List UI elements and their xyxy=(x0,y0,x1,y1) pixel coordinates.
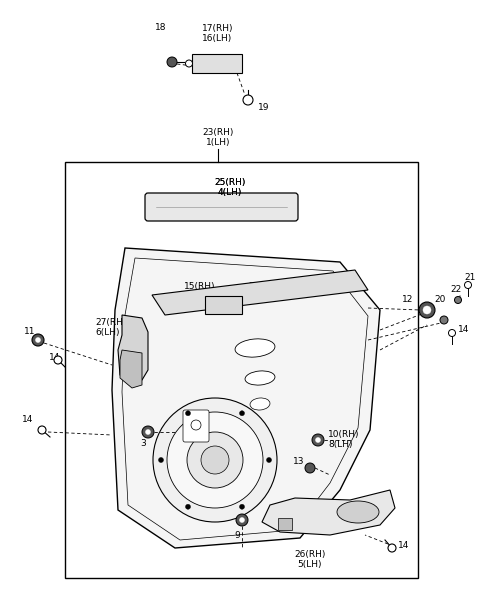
Circle shape xyxy=(305,463,315,473)
Circle shape xyxy=(185,410,191,416)
Text: 12: 12 xyxy=(402,294,413,304)
Text: 6(LH): 6(LH) xyxy=(95,328,120,337)
Circle shape xyxy=(266,457,272,463)
Text: 9: 9 xyxy=(234,531,240,540)
Text: 5(LH): 5(LH) xyxy=(298,561,322,570)
FancyBboxPatch shape xyxy=(145,193,298,221)
Circle shape xyxy=(185,60,192,67)
Circle shape xyxy=(153,398,277,522)
Circle shape xyxy=(388,544,396,552)
Text: 16(LH): 16(LH) xyxy=(202,34,232,43)
Circle shape xyxy=(36,338,40,343)
Text: 14: 14 xyxy=(398,540,409,549)
Text: 27(RH): 27(RH) xyxy=(95,317,126,326)
Circle shape xyxy=(465,281,471,288)
Circle shape xyxy=(167,412,263,508)
Text: 14: 14 xyxy=(458,326,469,335)
Circle shape xyxy=(455,296,461,304)
FancyBboxPatch shape xyxy=(183,410,209,442)
Circle shape xyxy=(419,302,435,318)
Polygon shape xyxy=(152,270,368,315)
Text: 14: 14 xyxy=(22,415,34,424)
Text: 10(RH): 10(RH) xyxy=(328,430,360,439)
Ellipse shape xyxy=(245,371,275,385)
Text: 11: 11 xyxy=(24,328,36,337)
Circle shape xyxy=(312,434,324,446)
Text: 2(LH): 2(LH) xyxy=(248,293,272,302)
Circle shape xyxy=(158,457,164,463)
Polygon shape xyxy=(65,162,418,578)
Polygon shape xyxy=(205,296,242,314)
Text: 21: 21 xyxy=(464,272,476,281)
Circle shape xyxy=(54,356,62,364)
Circle shape xyxy=(142,426,154,438)
Circle shape xyxy=(145,430,151,435)
Circle shape xyxy=(240,517,244,522)
Text: 3: 3 xyxy=(140,439,146,448)
Text: 19: 19 xyxy=(258,103,269,112)
Ellipse shape xyxy=(235,339,275,357)
Circle shape xyxy=(236,514,248,526)
Text: 26(RH): 26(RH) xyxy=(294,551,326,560)
Text: 18: 18 xyxy=(155,23,166,32)
Circle shape xyxy=(240,410,244,416)
Text: 13: 13 xyxy=(292,457,304,466)
Circle shape xyxy=(167,57,177,67)
Text: 22: 22 xyxy=(450,285,462,294)
Text: 8(LH): 8(LH) xyxy=(328,441,352,450)
Circle shape xyxy=(315,438,321,442)
Circle shape xyxy=(423,306,431,314)
Polygon shape xyxy=(262,490,395,535)
Text: 20: 20 xyxy=(434,294,446,304)
Polygon shape xyxy=(120,350,142,388)
Circle shape xyxy=(38,426,46,434)
Text: 4(LH): 4(LH) xyxy=(218,188,242,197)
Text: 14: 14 xyxy=(49,353,60,362)
Polygon shape xyxy=(192,54,242,73)
Circle shape xyxy=(201,446,229,474)
Polygon shape xyxy=(112,248,380,548)
Polygon shape xyxy=(118,315,148,385)
Text: 4(LH): 4(LH) xyxy=(218,188,242,197)
Polygon shape xyxy=(278,518,292,530)
Circle shape xyxy=(240,504,244,509)
Text: 17(RH): 17(RH) xyxy=(202,23,233,32)
Text: 25(RH): 25(RH) xyxy=(214,177,246,186)
Circle shape xyxy=(243,95,253,105)
Circle shape xyxy=(440,316,448,324)
Circle shape xyxy=(187,432,243,488)
Text: 23(RH): 23(RH) xyxy=(202,129,234,138)
Text: 15(RH): 15(RH) xyxy=(183,282,215,291)
Text: 25(RH): 25(RH) xyxy=(214,177,246,186)
Circle shape xyxy=(32,334,44,346)
Ellipse shape xyxy=(337,501,379,523)
Text: 7(LH): 7(LH) xyxy=(184,293,209,302)
Circle shape xyxy=(185,504,191,509)
Circle shape xyxy=(448,329,456,337)
Text: 24(RH): 24(RH) xyxy=(248,282,279,291)
Ellipse shape xyxy=(250,398,270,410)
Text: 1(LH): 1(LH) xyxy=(206,138,230,147)
Circle shape xyxy=(191,420,201,430)
